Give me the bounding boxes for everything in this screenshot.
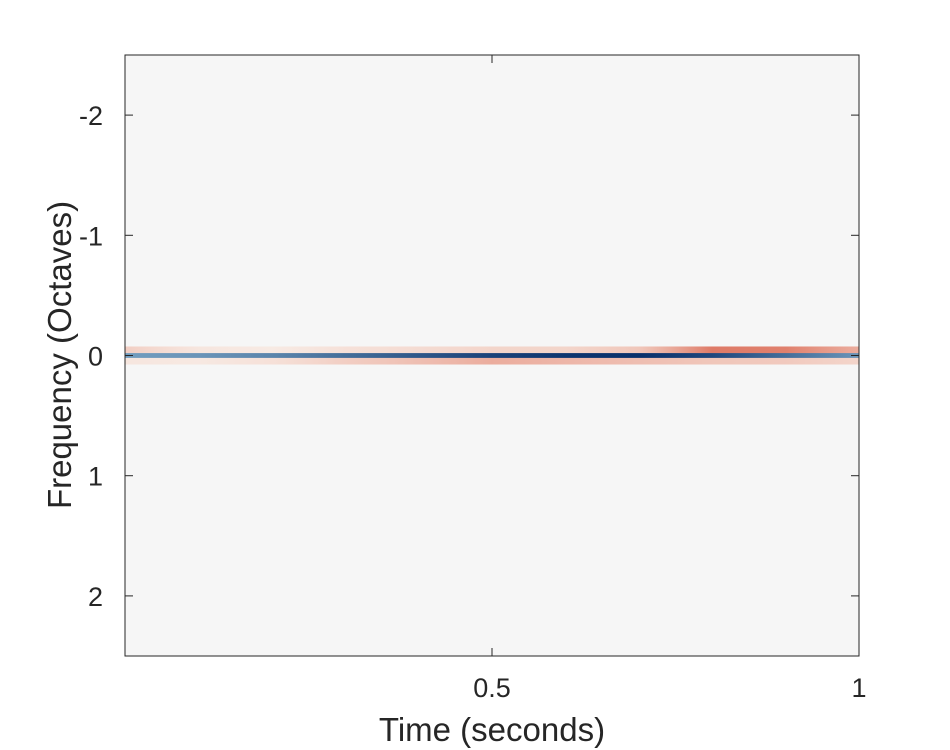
- x-axis-label: Time (seconds): [379, 711, 605, 748]
- axis-ticks: [125, 55, 860, 656]
- x-tick-label: 1: [851, 673, 866, 703]
- y-tick-label: 2: [88, 582, 103, 612]
- y-tick-label: 1: [88, 462, 103, 492]
- y-tick-label: 0: [88, 342, 103, 372]
- y-tick-label: -2: [79, 101, 103, 131]
- y-tick-label: -1: [79, 221, 103, 251]
- band-negative-center: [125, 353, 859, 358]
- x-tick-label: 0.5: [473, 673, 511, 703]
- band-positive-upper: [125, 346, 859, 354]
- heatmap-bands: [125, 346, 859, 365]
- y-axis-label: Frequency (Octaves): [41, 201, 78, 509]
- band-positive-lower: [125, 357, 859, 365]
